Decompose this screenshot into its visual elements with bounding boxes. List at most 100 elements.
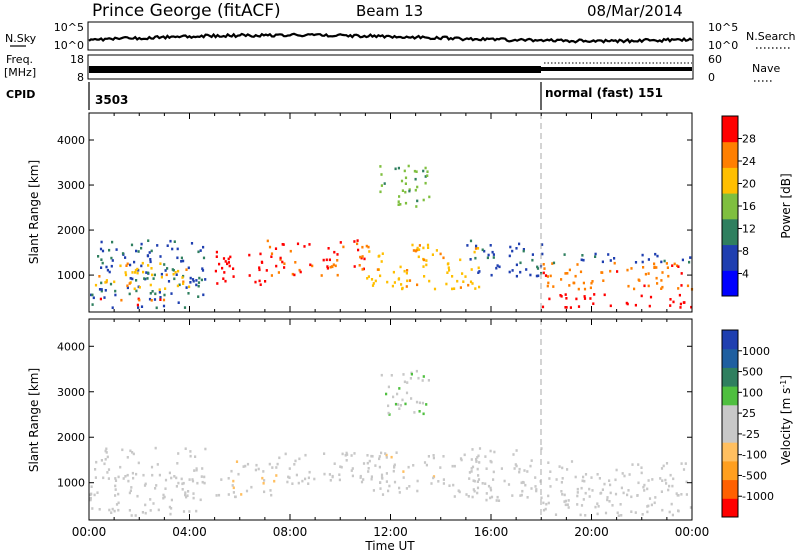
scatter-cell [322,258,325,262]
scatter-cell [201,267,204,270]
scatter-cell [152,277,155,280]
scatter-cell [476,467,479,471]
cpid-mode-2: normal (fast) 151 [545,86,663,100]
scatter-cell [215,250,218,254]
colorbar-tick-label: 8 [742,245,749,258]
scatter-cell [258,279,261,283]
scatter-cell [174,271,177,274]
scatter-cell [178,283,181,287]
scatter-cell [563,500,566,503]
scatter-cell [676,494,679,497]
scatter-cell [137,306,140,309]
scatter-cell [620,486,623,490]
scatter-cell [129,277,132,280]
scatter-cell [495,499,498,502]
scatter-cell [648,304,651,308]
scatter-cell [227,257,230,261]
scatter-cell [409,377,412,380]
colorbar-swatch [722,193,738,220]
scatter-cell [308,243,311,246]
scatter-cell [522,248,525,251]
scatter-cell [365,244,368,248]
scatter-cell [679,306,682,309]
scatter-cell [336,273,339,277]
scatter-cell [638,279,641,282]
scatter-cell [551,262,554,265]
scatter-cell [398,491,401,494]
scatter-cell [583,297,587,300]
scatter-cell [564,503,567,507]
scatter-cell [577,287,580,291]
scatter-cell [521,489,524,493]
scatter-cell [407,164,410,168]
scatter-cell [140,305,144,308]
scatter-cell [130,243,134,247]
y-tick-label: 2000 [57,224,85,237]
scatter-cell [217,493,221,497]
scatter-cell [152,502,155,505]
scatter-cell [642,485,645,489]
scatter-cell [169,512,172,516]
scatter-cell [535,488,538,491]
scatter-cell [100,289,103,293]
scatter-cell [641,260,644,264]
scatter-cell [413,169,416,173]
scatter-cell [201,467,204,470]
scatter-cell [242,465,245,468]
scatter-cell [334,264,337,268]
scatter-cell [432,476,435,480]
scatter-cell [248,274,251,277]
scatter-cell [484,482,487,485]
scatter-cell [194,455,197,458]
scatter-cell [221,266,224,270]
power-xticks [88,113,693,312]
scatter-cell [414,249,417,253]
scatter-cell [416,199,419,203]
scatter-cell [265,269,268,272]
scatter-cell [669,304,672,307]
scatter-cell [547,461,550,464]
scatter-cell [325,258,328,262]
scatter-cell [101,249,105,253]
scatter-cell [333,250,336,254]
scatter-cell [634,261,638,264]
scatter-cell [609,304,612,308]
scatter-cell [100,240,103,244]
colorbar-swatch [722,167,738,194]
y-tick-label: 4000 [57,134,85,147]
scatter-cell [500,467,503,470]
scatter-cell [670,502,673,506]
scatter-cell [664,478,667,482]
scatter-cell [164,287,167,290]
scatter-cell [515,263,518,267]
scatter-cell [114,477,117,480]
scatter-cell [592,302,595,305]
scatter-cell [231,484,234,487]
scatter-cell [173,240,176,243]
scatter-cell [380,184,383,187]
scatter-cell [100,288,103,291]
scatter-cell [197,250,200,254]
scatter-cell [606,498,609,502]
scatter-cell [170,292,173,295]
scatter-cell [203,475,206,479]
scatter-cell [413,411,416,414]
scatter-cell [394,402,398,406]
scatter-cell [307,476,310,480]
scatter-cell [367,467,370,470]
colorbar-swatch [722,479,738,499]
scatter-cell [653,262,656,266]
scatter-cell [336,259,339,262]
x-tick-label: 04:00 [172,525,207,539]
scatter-cell [164,478,168,482]
scatter-cell [185,495,188,499]
scatter-cell [622,491,625,495]
scatter-cell [132,476,135,480]
scatter-cell [626,493,629,497]
scatter-cell [472,488,475,491]
scatter-cell [328,473,331,476]
scatter-cell [168,471,171,475]
scatter-cell [654,252,657,256]
scatter-cell [137,461,140,465]
scatter-cell [385,453,388,457]
